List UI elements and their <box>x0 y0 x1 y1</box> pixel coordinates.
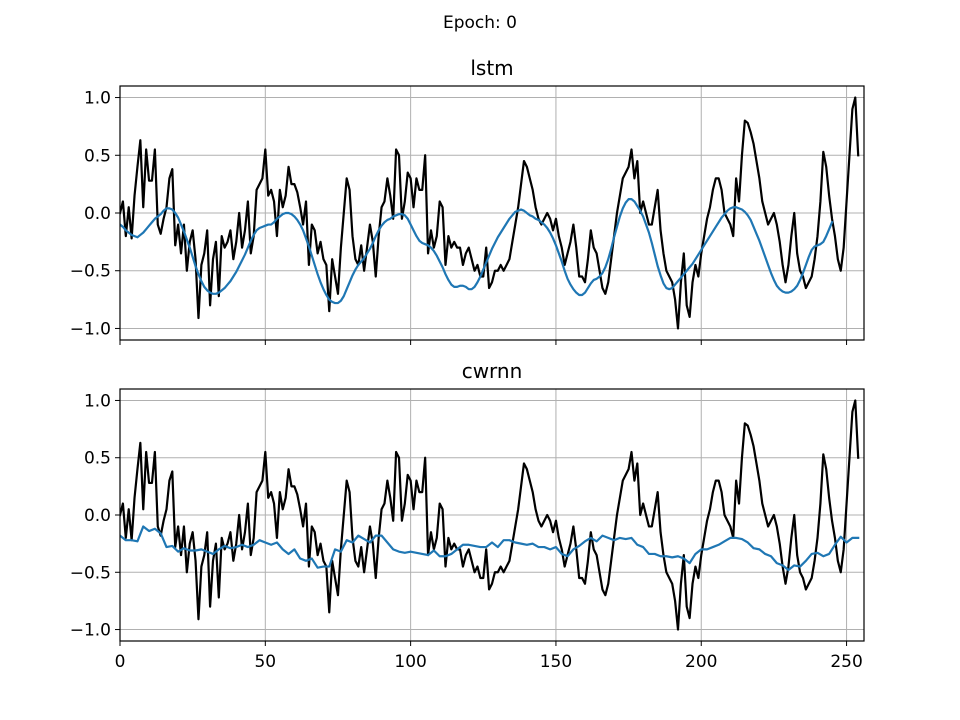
y-tick-label: −0.5 <box>70 563 111 583</box>
y-tick-label: −1.0 <box>70 319 111 339</box>
prediction-series-line <box>120 525 860 572</box>
x-tick-label: 100 <box>394 652 426 672</box>
x-tick-label: 150 <box>540 652 572 672</box>
x-tick-label: 0 <box>115 652 126 672</box>
subplot-title: lstm <box>470 56 513 80</box>
x-tick-label: 200 <box>685 652 717 672</box>
prediction-series-line <box>120 198 834 305</box>
target-series-line <box>120 399 860 631</box>
x-tick-label: 250 <box>830 652 862 672</box>
y-tick-label: 1.0 <box>84 391 111 411</box>
x-tick-label: 50 <box>254 652 276 672</box>
y-tick-label: −1.0 <box>70 621 111 641</box>
figure-suptitle: Epoch: 0 <box>443 13 517 33</box>
lstm-subplot: −1.0 −0.5 0.0 0.5 1.0 lstm <box>70 56 865 345</box>
y-tick-label: 0.5 <box>84 449 111 469</box>
y-tick-label: 0.0 <box>84 506 111 526</box>
cwrnn-subplot: −1.0 −0.5 0.0 0.5 1.0 0 50 100 150 200 250 cwrnn <box>70 359 865 672</box>
series-group <box>120 96 860 330</box>
target-series-line <box>120 96 860 330</box>
subplot-title: cwrnn <box>462 359 523 383</box>
series-group <box>120 399 860 631</box>
y-tick-label: 0.0 <box>84 204 111 224</box>
y-tick-label: −0.5 <box>70 262 111 282</box>
y-tick-label: 1.0 <box>84 89 111 109</box>
y-tick-label: 0.5 <box>84 146 111 166</box>
